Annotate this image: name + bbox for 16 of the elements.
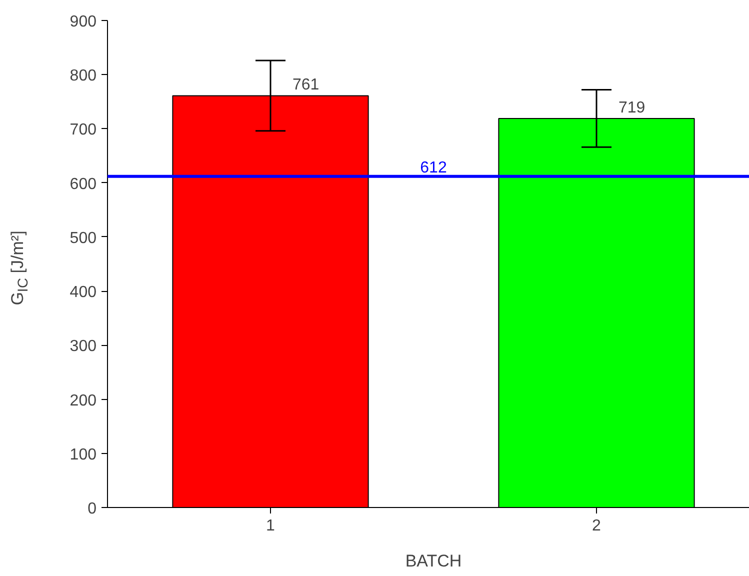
x-tick-label: 1 xyxy=(266,518,276,534)
data-label: 719 xyxy=(618,99,646,116)
x-axis-title: BATCH xyxy=(405,552,462,570)
y-tick-label: 0 xyxy=(88,500,97,518)
y-tick-label: 200 xyxy=(70,392,97,410)
x-tick-label: 2 xyxy=(592,518,602,534)
y-tick-label: 800 xyxy=(70,68,97,85)
y-tick-label: 600 xyxy=(70,176,97,193)
y-tick-label: 300 xyxy=(70,338,97,356)
ref-line-label: 612 xyxy=(420,159,447,176)
data-label: 761 xyxy=(292,76,320,94)
y-tick-label: 900 xyxy=(70,14,97,30)
y-tick-label: 500 xyxy=(70,230,97,247)
y-tick-label: 400 xyxy=(70,284,97,302)
y-tick-label: 100 xyxy=(70,446,97,464)
y-tick-label: 700 xyxy=(70,122,97,139)
